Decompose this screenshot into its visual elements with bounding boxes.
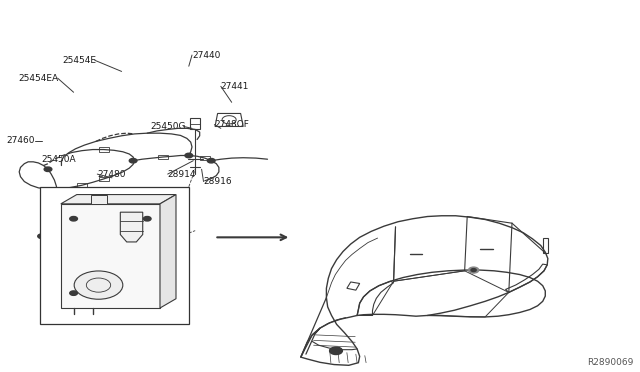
Polygon shape (160, 195, 176, 308)
Bar (543, 238, 548, 253)
Circle shape (129, 158, 137, 163)
Text: 27441: 27441 (221, 82, 249, 91)
Text: R2890069: R2890069 (588, 358, 634, 367)
Bar (190, 118, 200, 129)
Circle shape (185, 153, 193, 158)
Circle shape (471, 269, 476, 272)
Text: 2748OF: 2748OF (214, 120, 249, 129)
Circle shape (44, 167, 52, 171)
Text: 25450A: 25450A (42, 155, 76, 164)
Circle shape (74, 271, 123, 299)
Circle shape (70, 217, 77, 221)
Bar (52, 190, 63, 195)
Polygon shape (61, 195, 176, 204)
Circle shape (143, 217, 151, 221)
Circle shape (468, 267, 479, 273)
Text: 27460: 27460 (6, 136, 35, 145)
Text: 27440: 27440 (192, 51, 220, 60)
Text: 25454EA: 25454EA (18, 74, 58, 83)
Text: 28916: 28916 (204, 177, 232, 186)
Circle shape (54, 190, 61, 195)
Text: 25450G: 25450G (150, 122, 186, 131)
Bar (99, 177, 109, 181)
Text: 25450Q: 25450Q (70, 262, 104, 271)
Circle shape (70, 291, 77, 295)
Polygon shape (120, 212, 143, 242)
Text: 28914: 28914 (168, 170, 196, 179)
Polygon shape (61, 204, 160, 308)
Text: 25454E: 25454E (63, 56, 97, 65)
Bar (77, 183, 87, 187)
Circle shape (207, 158, 215, 163)
Bar (40, 187, 189, 324)
Circle shape (38, 234, 45, 238)
Bar (99, 147, 109, 152)
Circle shape (330, 347, 342, 355)
Text: 27480: 27480 (97, 170, 126, 179)
Bar (91, 195, 106, 204)
Bar (158, 155, 168, 159)
Bar (200, 156, 210, 160)
